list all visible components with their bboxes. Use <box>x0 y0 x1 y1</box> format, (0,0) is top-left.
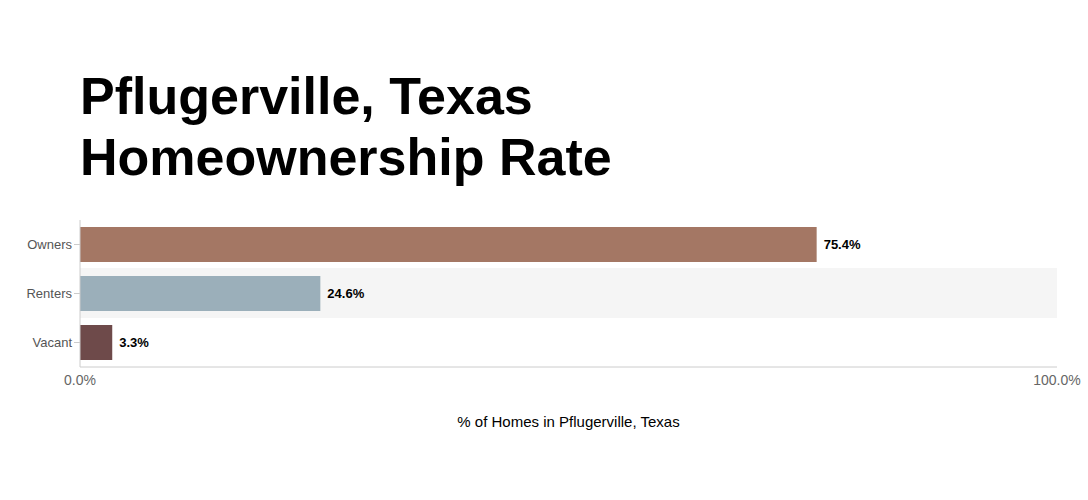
svg-text:Vacant: Vacant <box>32 335 72 350</box>
html-text:Pflugerville, Texas: Pflugerville, Texas <box>80 67 533 125</box>
svg-text:100.0%: 100.0% <box>1033 372 1080 388</box>
svg-text:3.3%: 3.3% <box>119 335 149 350</box>
svg-text:% of Homes in Pflugerville, Te: % of Homes in Pflugerville, Texas <box>457 413 679 430</box>
html-text:Homeownership Rate: Homeownership Rate <box>80 128 612 186</box>
svg-text:0.0%: 0.0% <box>64 372 96 388</box>
svg-text:75.4%: 75.4% <box>824 237 861 252</box>
svg-text:Renters: Renters <box>26 286 72 301</box>
svg-text:24.6%: 24.6% <box>327 286 364 301</box>
svg-text:Owners: Owners <box>27 237 72 252</box>
